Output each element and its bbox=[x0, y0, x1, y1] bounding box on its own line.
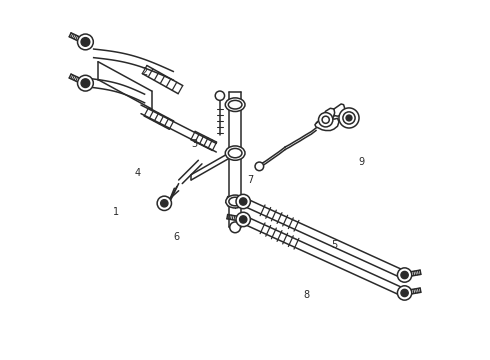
Circle shape bbox=[255, 162, 264, 171]
Circle shape bbox=[343, 112, 355, 124]
Circle shape bbox=[157, 196, 171, 211]
Text: 2: 2 bbox=[142, 67, 147, 77]
Circle shape bbox=[318, 113, 333, 127]
Circle shape bbox=[81, 79, 90, 87]
Circle shape bbox=[339, 108, 359, 128]
Ellipse shape bbox=[228, 148, 242, 158]
Text: 4: 4 bbox=[134, 168, 141, 178]
Ellipse shape bbox=[226, 195, 245, 208]
Circle shape bbox=[322, 116, 329, 123]
Ellipse shape bbox=[225, 146, 245, 160]
Circle shape bbox=[397, 286, 412, 300]
Circle shape bbox=[401, 271, 408, 279]
Circle shape bbox=[236, 194, 250, 209]
Circle shape bbox=[346, 115, 352, 121]
Circle shape bbox=[77, 75, 93, 91]
Text: 9: 9 bbox=[359, 157, 365, 167]
Circle shape bbox=[240, 216, 247, 223]
Text: 7: 7 bbox=[247, 175, 253, 185]
Circle shape bbox=[81, 38, 90, 46]
Circle shape bbox=[397, 268, 412, 282]
Circle shape bbox=[77, 34, 93, 50]
Text: 1: 1 bbox=[113, 207, 119, 217]
Circle shape bbox=[215, 91, 224, 100]
Circle shape bbox=[240, 198, 247, 205]
Ellipse shape bbox=[228, 100, 242, 109]
Text: 3: 3 bbox=[192, 139, 198, 149]
Ellipse shape bbox=[229, 197, 242, 206]
Text: 8: 8 bbox=[303, 290, 309, 300]
Text: 6: 6 bbox=[174, 232, 180, 242]
Circle shape bbox=[401, 289, 408, 297]
Circle shape bbox=[230, 222, 241, 233]
Text: 5: 5 bbox=[332, 239, 338, 249]
Circle shape bbox=[161, 200, 168, 207]
Ellipse shape bbox=[225, 98, 245, 112]
Circle shape bbox=[236, 212, 250, 226]
